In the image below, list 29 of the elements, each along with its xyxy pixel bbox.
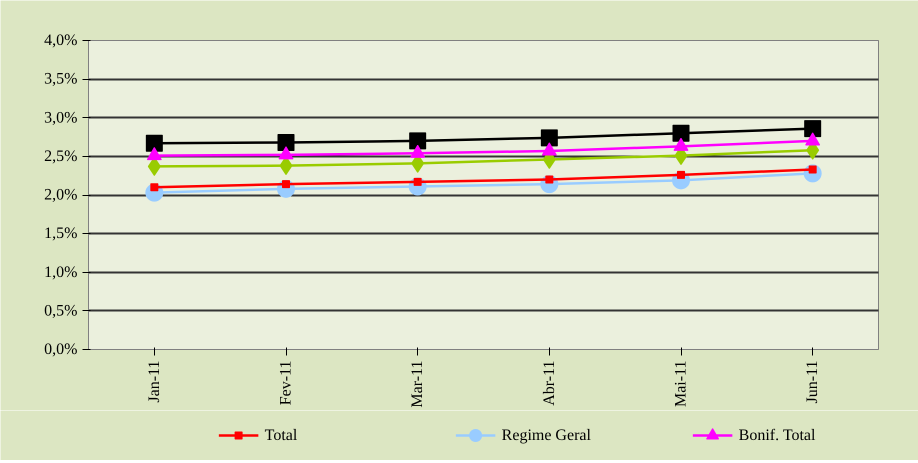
legend-label: Total: [264, 427, 298, 444]
y-tick-label: 3,5%: [44, 70, 78, 88]
y-tick-label: 1,5%: [44, 225, 78, 242]
point: [545, 176, 554, 184]
y-tick-label: 3,0%: [44, 109, 78, 126]
y-tick-label: 4,0%: [44, 32, 78, 49]
x-tick-label: Jan-11: [146, 360, 163, 403]
point: [672, 124, 690, 142]
y-tick-label: 2,5%: [44, 148, 78, 165]
point: [282, 180, 290, 188]
point: [278, 134, 294, 151]
y-tick-label: 2,0%: [44, 186, 78, 204]
point: [804, 120, 822, 138]
point: [409, 132, 426, 150]
legend-label: Bonif. Total: [738, 427, 816, 444]
x-tick-label: Jun-11: [804, 360, 822, 404]
point: [150, 183, 158, 192]
point: [677, 170, 685, 179]
x-tick-label: Fev-11: [278, 360, 294, 406]
x-tick-label: Abr-11: [540, 360, 558, 406]
legend-label: Regime Geral: [502, 427, 592, 444]
y-tick-label: 0,0%: [44, 341, 78, 358]
x-tick-label: Mar-11: [409, 360, 426, 408]
y-tick-label: 1,0%: [44, 264, 78, 281]
point: [414, 178, 422, 186]
point: [540, 129, 558, 146]
point: [146, 134, 163, 152]
y-tick-label: 0,5%: [44, 302, 78, 320]
x-tick-label: Mai-11: [672, 360, 690, 408]
